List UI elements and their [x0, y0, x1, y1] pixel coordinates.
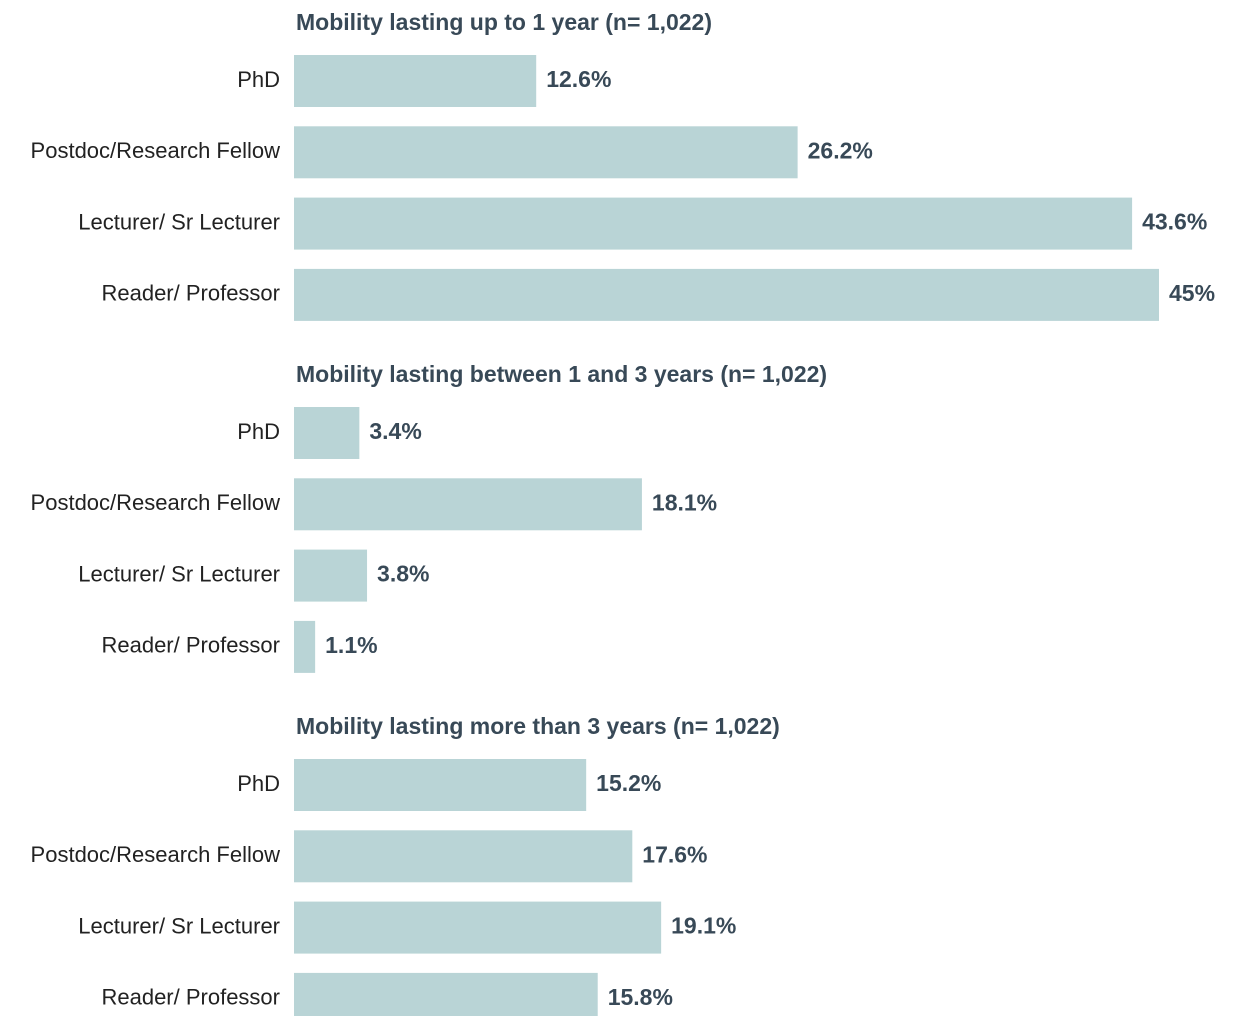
bar	[294, 197, 1133, 250]
category-label: Postdoc/Research Fellow	[31, 842, 281, 867]
panel-title: Mobility lasting up to 1 year (n= 1,022)	[296, 9, 712, 35]
value-label: 15.2%	[596, 770, 661, 796]
value-label: 17.6%	[642, 841, 707, 867]
category-label: Lecturer/ Sr Lecturer	[78, 209, 280, 234]
bar	[294, 549, 368, 602]
panel-title: Mobility lasting more than 3 years (n= 1…	[296, 713, 780, 739]
value-label: 18.1%	[652, 489, 717, 515]
bar	[294, 407, 360, 459]
value-label: 3.4%	[369, 418, 421, 444]
category-label: PhD	[237, 419, 280, 444]
bar	[294, 901, 662, 954]
bar	[294, 55, 537, 107]
category-label: Postdoc/Research Fellow	[31, 490, 281, 515]
value-label: 19.1%	[671, 913, 736, 939]
category-label: Reader/ Professor	[101, 633, 280, 658]
category-label: PhD	[237, 771, 280, 796]
category-label: Lecturer/ Sr Lecturer	[78, 913, 280, 938]
bar	[294, 972, 598, 1016]
category-label: Reader/ Professor	[101, 985, 280, 1010]
category-label: Postdoc/Research Fellow	[31, 138, 281, 163]
value-label: 43.6%	[1142, 209, 1207, 235]
category-label: Lecturer/ Sr Lecturer	[78, 561, 280, 586]
value-label: 12.6%	[546, 66, 611, 92]
value-label: 45%	[1169, 280, 1215, 306]
category-label: PhD	[237, 67, 280, 92]
category-label: Reader/ Professor	[101, 281, 280, 306]
value-label: 3.8%	[377, 561, 429, 587]
value-label: 15.8%	[608, 984, 673, 1010]
bar	[294, 620, 316, 673]
value-label: 1.1%	[325, 632, 377, 658]
bar	[294, 759, 587, 811]
bar	[294, 830, 633, 883]
bar	[294, 126, 798, 179]
bar	[294, 268, 1159, 321]
panel-title: Mobility lasting between 1 and 3 years (…	[296, 361, 827, 387]
bar	[294, 478, 642, 531]
value-label: 26.2%	[808, 137, 873, 163]
